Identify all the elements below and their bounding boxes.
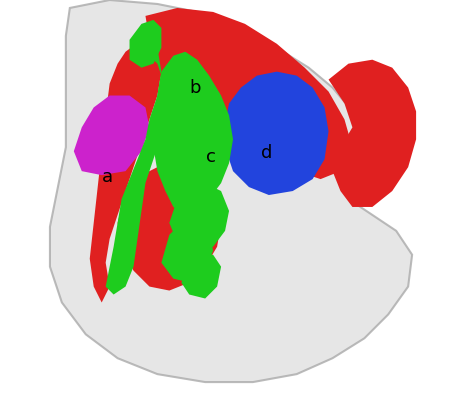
Polygon shape xyxy=(225,72,328,195)
Polygon shape xyxy=(118,167,221,291)
Polygon shape xyxy=(106,40,165,295)
Polygon shape xyxy=(154,52,233,215)
Polygon shape xyxy=(90,40,161,302)
Polygon shape xyxy=(181,255,221,298)
Text: c: c xyxy=(206,148,216,166)
Text: a: a xyxy=(102,168,113,186)
Polygon shape xyxy=(328,60,416,207)
Text: d: d xyxy=(261,144,273,162)
Text: b: b xyxy=(190,78,201,97)
Polygon shape xyxy=(161,223,213,283)
Polygon shape xyxy=(169,183,229,251)
Polygon shape xyxy=(146,8,353,179)
Polygon shape xyxy=(50,0,412,382)
Polygon shape xyxy=(129,20,161,68)
Polygon shape xyxy=(74,96,149,175)
